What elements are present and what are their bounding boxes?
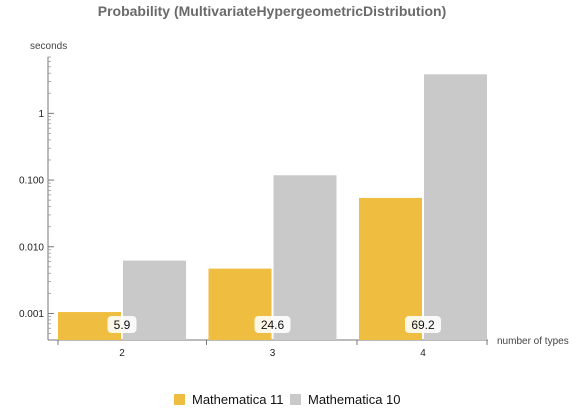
y-tick-label: 1 [38,109,44,120]
speedup-label: 69.2 [411,318,435,332]
speedup-label-box [254,316,291,333]
chart-title: Probability (MultivariateHypergeometricD… [98,3,447,19]
legend-swatch-mathematica-11 [174,394,185,405]
y-axis-label: seconds [30,41,67,52]
x-tick-label: 2 [119,348,125,359]
bar-mathematica-10 [273,175,337,340]
speedup-label: 5.9 [114,318,131,332]
y-tick-label: 0.001 [19,309,44,320]
x-tick-label: 3 [270,348,276,359]
legend: Mathematica 11 Mathematica 10 [174,392,401,407]
x-tick-label: 4 [420,348,426,359]
legend-label-mathematica-10: Mathematica 10 [308,392,401,407]
plot-area: 0.001 0.010 0.100 1 2 3 4 5.9 24.6 69.2 [19,56,488,359]
y-tick-label: 0.100 [19,176,44,187]
y-tick-label: 0.010 [19,242,44,253]
speedup-label: 24.6 [261,318,285,332]
speedup-label-box [405,316,441,333]
legend-label-mathematica-11: Mathematica 11 [192,392,284,407]
x-axis-label: number of types [497,336,569,347]
speedup-label-box [107,316,137,333]
bar-mathematica-10 [424,74,487,341]
legend-swatch-mathematica-10 [290,394,301,405]
